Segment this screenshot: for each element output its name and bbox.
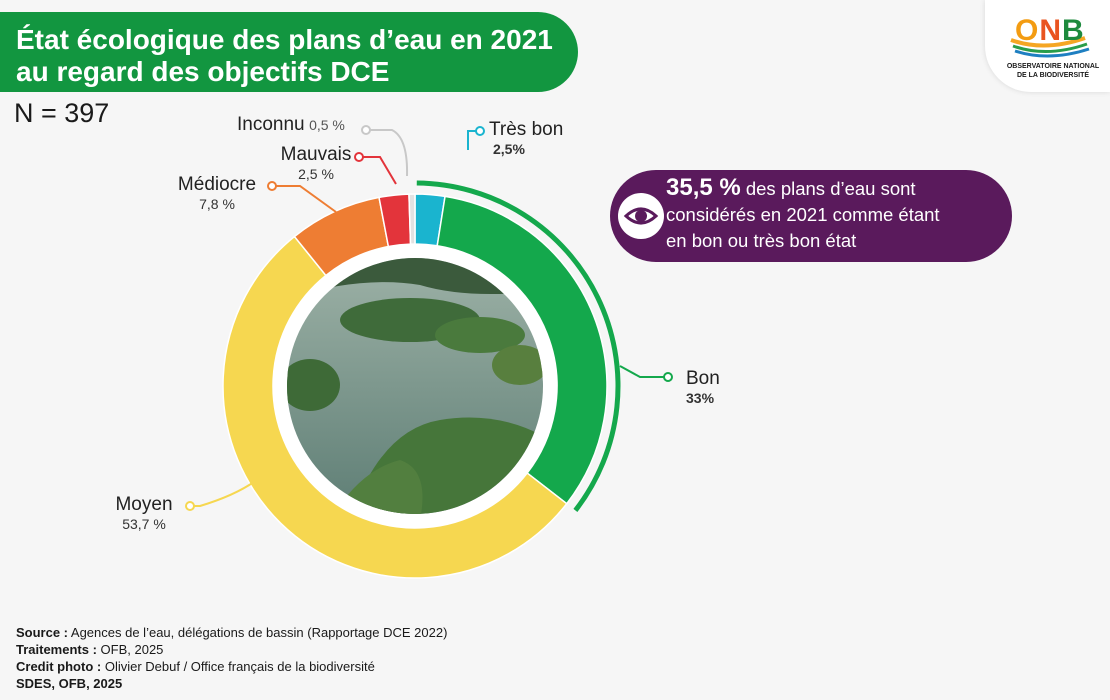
treatment-label: Traitements : bbox=[16, 642, 97, 657]
chart-title-line2: au regard des objectifs DCE bbox=[16, 56, 390, 87]
leader-dot-mediocre bbox=[267, 181, 277, 191]
treatment-text: OFB, 2025 bbox=[96, 642, 164, 657]
logo-word: ONB bbox=[1015, 14, 1085, 47]
callout-line1: des plans d’eau sont bbox=[740, 178, 916, 199]
logo-swoosh-icon bbox=[1010, 36, 1090, 58]
value-label-mediocre: 7,8 % bbox=[199, 196, 235, 212]
treatment-line: Traitements : OFB, 2025 bbox=[16, 641, 447, 658]
footer-notes: Source : Agences de l’eau, délégations d… bbox=[16, 624, 447, 692]
label-mauvais: Mauvais 2,5 % bbox=[276, 144, 356, 182]
leader-dot-inconnu bbox=[361, 125, 371, 135]
callout-box: 35,5 % des plans d’eau sont considérés e… bbox=[610, 170, 1012, 262]
source-line: Source : Agences de l’eau, délégations d… bbox=[16, 624, 447, 641]
eye-icon bbox=[618, 193, 664, 239]
value-label-inconnu: 0,5 % bbox=[309, 117, 345, 133]
credit-text: Olivier Debuf / Office français de la bi… bbox=[101, 659, 375, 674]
producer-line: SDES, OFB, 2025 bbox=[16, 675, 447, 692]
source-label: Source : bbox=[16, 625, 69, 640]
category-label-inconnu: Inconnu bbox=[237, 114, 305, 135]
leader-line-moyen bbox=[190, 475, 263, 507]
leader-dot-mauvais bbox=[354, 152, 364, 162]
category-label-bon: Bon bbox=[686, 368, 720, 389]
value-label-mauvais: 2,5 % bbox=[298, 166, 334, 182]
category-label-mediocre: Médiocre bbox=[177, 174, 257, 195]
source-text: Agences de l’eau, délégations de bassin … bbox=[68, 625, 448, 640]
value-label-tres-bon: 2,5% bbox=[493, 141, 525, 157]
donut-slice-inconnu bbox=[408, 193, 416, 245]
donut-slice-bon bbox=[436, 195, 608, 505]
leader-line-inconnu bbox=[366, 129, 409, 177]
leader-line-mauvais bbox=[359, 156, 397, 185]
label-inconnu: Inconnu 0,5 % bbox=[237, 114, 345, 136]
value-label-bon: 33% bbox=[686, 390, 715, 406]
category-label-moyen: Moyen bbox=[115, 494, 173, 515]
leader-dot-tres-bon bbox=[475, 126, 485, 136]
credit-line: Credit photo : Olivier Debuf / Office fr… bbox=[16, 658, 447, 675]
category-label-tres-bon: Très bon bbox=[489, 119, 564, 140]
label-tres-bon: Très bon 2,5% bbox=[489, 119, 563, 157]
producer-text: SDES, OFB, 2025 bbox=[16, 676, 123, 691]
value-label-moyen: 53,7 % bbox=[122, 516, 166, 532]
sample-size: N = 397 bbox=[14, 98, 110, 128]
callout-line2: considérés en 2021 comme étant bbox=[666, 204, 940, 225]
donut-ring bbox=[222, 180, 621, 579]
label-mediocre: Médiocre 7,8 % bbox=[172, 174, 262, 212]
callout-highlight: 35,5 % bbox=[666, 174, 741, 201]
good-status-highlight-arc bbox=[416, 180, 621, 512]
chart-title-line1: État écologique des plans d’eau en 2021 bbox=[16, 24, 553, 55]
label-moyen: Moyen 53,7 % bbox=[104, 494, 184, 532]
logo-subtitle-line2: DE LA BIODIVERSITÉ bbox=[1016, 72, 1090, 79]
leader-line-mediocre bbox=[272, 185, 337, 213]
donut-slice-moyen bbox=[222, 235, 568, 579]
category-label-mauvais: Mauvais bbox=[280, 144, 352, 165]
title-banner: État écologique des plans d’eau en 2021 … bbox=[0, 12, 578, 92]
logo-subtitle-line1: OBSERVATOIRE NATIONAL bbox=[1006, 63, 1100, 70]
logo-subtitle: OBSERVATOIRE NATIONAL DE LA BIODIVERSITÉ bbox=[1003, 62, 1103, 80]
label-bon: Bon 33% bbox=[686, 368, 720, 406]
callout-line3: en bon ou très bon état bbox=[666, 230, 857, 251]
leader-line-bon bbox=[619, 365, 668, 378]
leader-dot-moyen bbox=[185, 501, 195, 511]
onb-logo: ONB OBSERVATOIRE NATIONAL DE LA BIODIVER… bbox=[985, 0, 1110, 92]
callout-text: 35,5 % des plans d’eau sont considérés e… bbox=[666, 175, 940, 254]
credit-label: Credit photo : bbox=[16, 659, 102, 674]
leader-dot-bon bbox=[663, 372, 673, 382]
leader-lines bbox=[185, 125, 673, 511]
